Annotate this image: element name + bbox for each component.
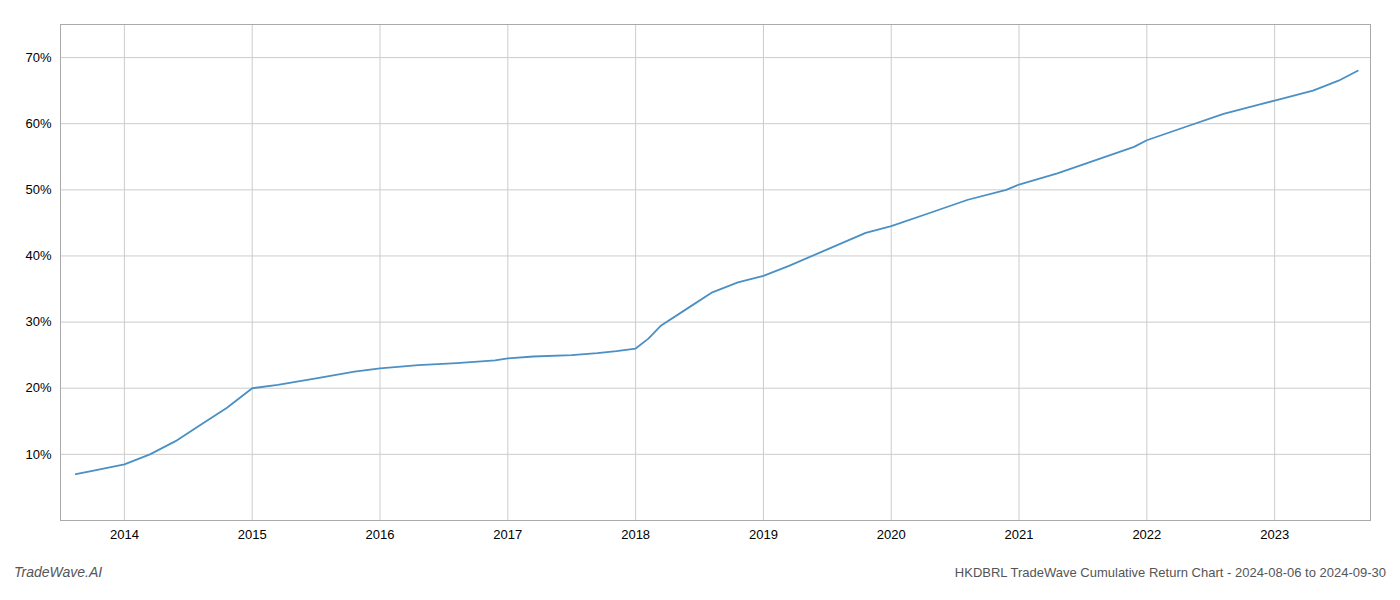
svg-text:2016: 2016 <box>366 527 395 542</box>
svg-text:40%: 40% <box>25 248 51 263</box>
svg-text:2020: 2020 <box>877 527 906 542</box>
svg-text:30%: 30% <box>25 314 51 329</box>
svg-text:10%: 10% <box>25 447 51 462</box>
svg-text:20%: 20% <box>25 380 51 395</box>
svg-text:2023: 2023 <box>1260 527 1289 542</box>
svg-text:2018: 2018 <box>621 527 650 542</box>
html-text:TradeWave.AI: TradeWave.AI <box>14 564 103 580</box>
svg-text:2022: 2022 <box>1132 527 1161 542</box>
svg-text:2014: 2014 <box>110 527 139 542</box>
svg-text:50%: 50% <box>25 182 51 197</box>
html-text:HKDBRL TradeWave Cumulative Re: HKDBRL TradeWave Cumulative Return Chart… <box>954 565 1386 580</box>
svg-text:70%: 70% <box>25 50 51 65</box>
svg-text:2021: 2021 <box>1005 527 1034 542</box>
svg-text:2017: 2017 <box>493 527 522 542</box>
svg-text:2019: 2019 <box>749 527 778 542</box>
svg-text:2015: 2015 <box>238 527 267 542</box>
svg-text:60%: 60% <box>25 116 51 131</box>
